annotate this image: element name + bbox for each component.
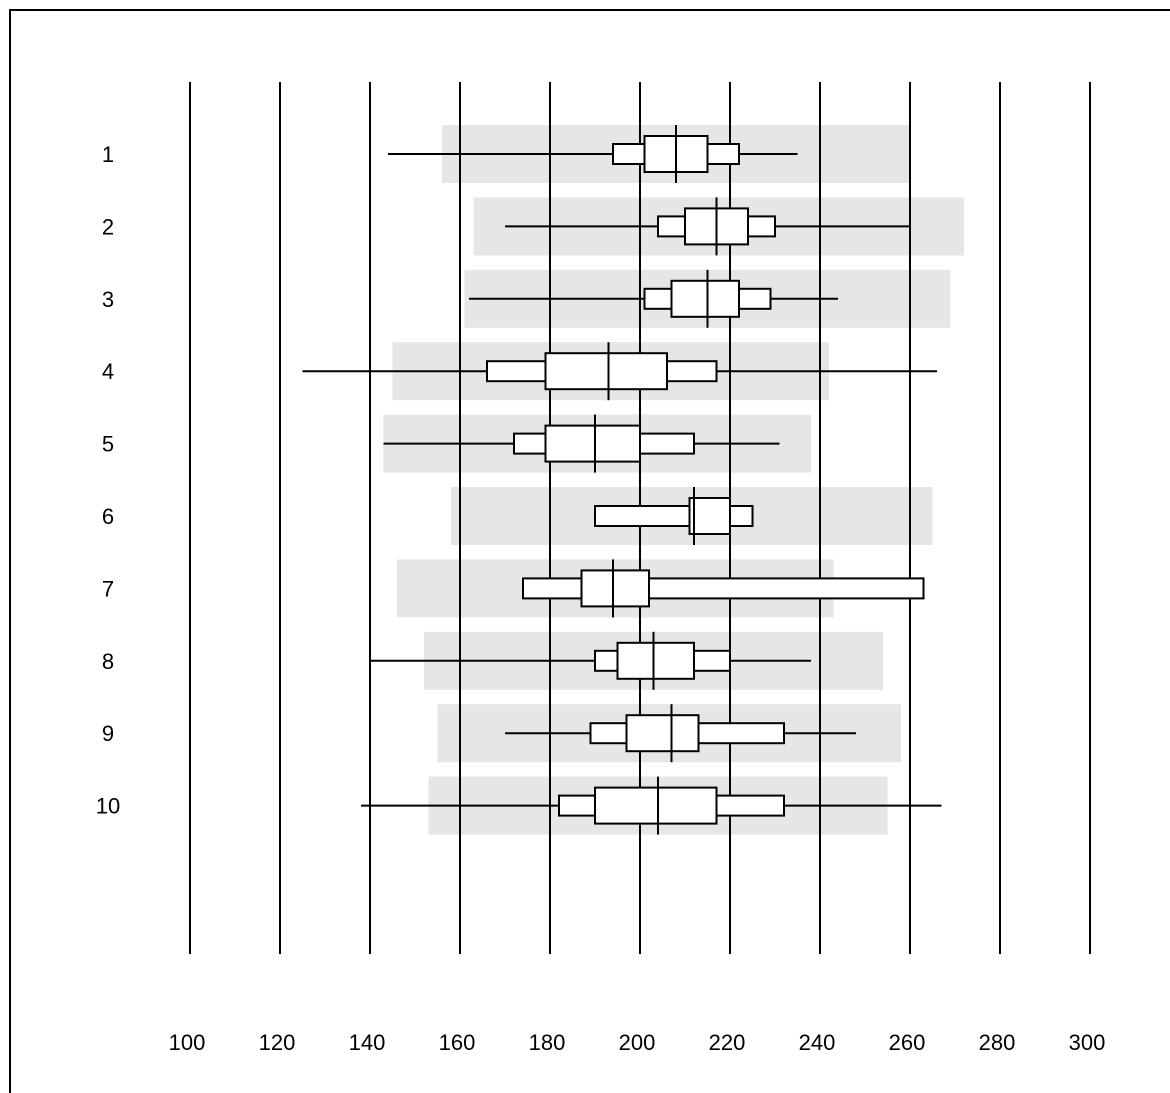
- x-axis-labels: 100 120 140 160 180 200 220 240 260 280 300: [169, 1030, 1106, 1055]
- row-label: 9: [102, 721, 114, 746]
- x-tick-label: 180: [529, 1030, 566, 1055]
- inner-box: [688, 497, 731, 535]
- y-axis-labels: 1 2 3 4 5 6 7 8 9 10: [96, 142, 120, 819]
- row-label: 10: [96, 794, 120, 819]
- x-tick-label: 300: [1069, 1030, 1106, 1055]
- row-label: 1: [102, 142, 114, 167]
- chart-frame: [9, 9, 1170, 1093]
- row-label: 7: [102, 576, 114, 601]
- x-tick-label: 120: [259, 1030, 296, 1055]
- row-label: 5: [102, 432, 114, 457]
- inner-box: [544, 424, 641, 463]
- x-tick-label: 280: [979, 1030, 1016, 1055]
- box-series: [302, 125, 942, 835]
- inner-box: [625, 714, 700, 753]
- x-tick-label: 160: [439, 1030, 476, 1055]
- x-tick-label: 260: [889, 1030, 926, 1055]
- row-label: 3: [102, 287, 114, 312]
- x-tick-label: 240: [799, 1030, 836, 1055]
- inner-box: [670, 279, 740, 318]
- inner-box: [616, 641, 695, 680]
- x-tick-label: 140: [349, 1030, 386, 1055]
- inner-box: [580, 569, 650, 608]
- row-label: 2: [102, 214, 114, 239]
- inner-box: [594, 786, 718, 825]
- x-tick-label: 220: [709, 1030, 746, 1055]
- row-label: 6: [102, 504, 114, 529]
- inner-box: [544, 352, 668, 391]
- row-label: 4: [102, 359, 114, 384]
- x-tick-label: 200: [619, 1030, 656, 1055]
- x-tick-label: 100: [169, 1030, 206, 1055]
- row-label: 8: [102, 649, 114, 674]
